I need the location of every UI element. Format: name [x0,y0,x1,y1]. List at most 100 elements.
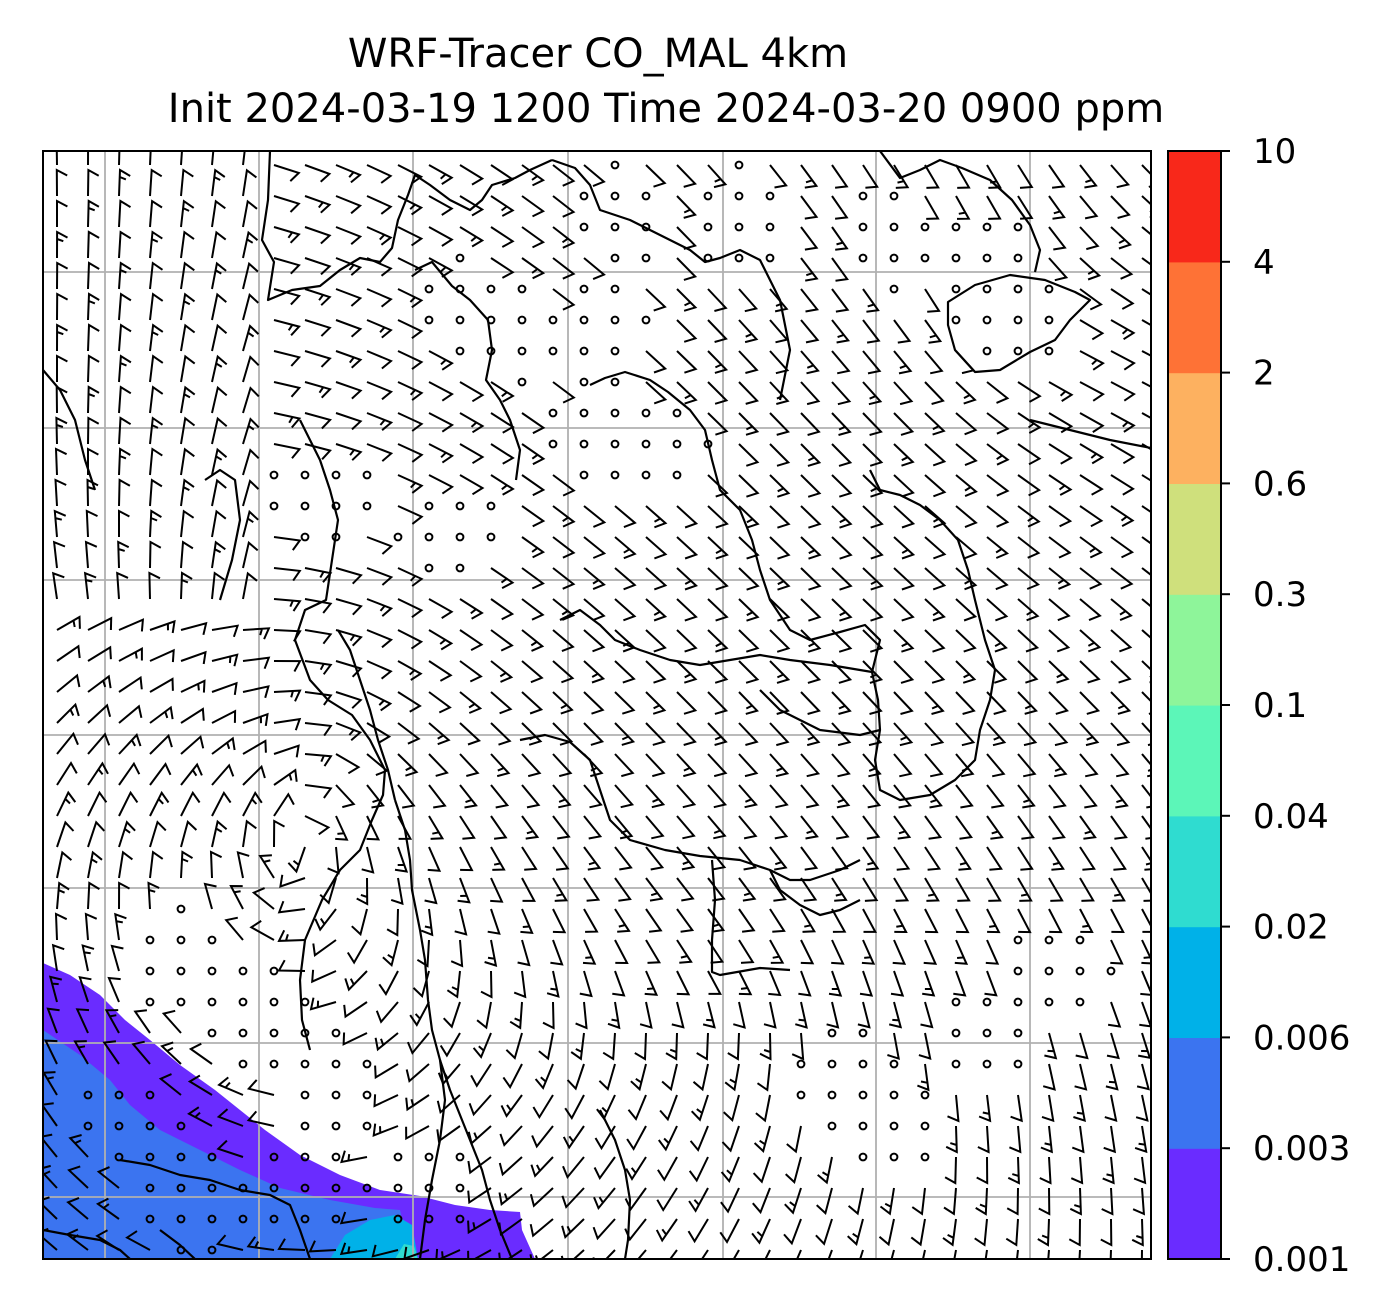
wind-barb [149,733,173,755]
calm-wind-marker [951,997,961,1007]
wind-barb [614,877,632,902]
wind-barb [893,536,916,560]
calm-wind-marker [1013,222,1023,232]
wind-barb [986,660,1008,684]
wind-barb [831,939,845,965]
wind-barb [249,920,275,941]
wind-barb [1141,598,1151,620]
wind-barb [428,164,454,185]
wind-barb [397,381,424,401]
wind-barb [752,1156,771,1184]
wind-barb [304,381,332,399]
wind-barb [304,164,332,183]
wind-barb [583,629,606,653]
coastline-segment [551,158,792,401]
wind-barb [759,1032,772,1061]
wind-barb [645,939,662,964]
wind-barb [499,1125,523,1147]
calm-wind-marker [300,1121,310,1131]
wind-barb [531,1125,554,1149]
wind-barb [304,753,333,767]
calm-wind-marker [610,470,620,480]
wind-barb [361,846,375,874]
wind-barb [1017,660,1039,684]
wind-barb [114,912,127,941]
wind-barb [800,443,822,467]
wind-barb [645,753,666,778]
wind-barb [242,685,270,699]
calm-wind-marker [176,935,186,945]
calm-wind-marker [858,1152,868,1162]
wind-barb [498,1218,523,1236]
wind-barb [1110,288,1135,310]
wind-barb [521,629,545,652]
wind-barb [428,660,453,682]
wind-barb [467,1125,492,1146]
calm-wind-marker [207,1245,217,1255]
wind-barb [707,381,729,405]
wind-barb [986,846,1003,871]
wind-barb [149,790,170,817]
wind-barb [211,199,226,228]
wind-barb [95,1197,120,1220]
calm-wind-marker [579,315,589,325]
wind-barb [273,660,302,672]
wind-barb [1110,908,1125,934]
wind-barb [397,474,424,494]
wind-barb [862,350,882,375]
wind-barb [529,1218,554,1238]
colorbar-swatch [1168,594,1221,706]
wind-barb [1141,753,1151,778]
wind-barb [397,257,424,278]
calm-wind-marker [517,377,527,387]
wind-barb [118,509,130,537]
wind-barb [180,323,196,352]
wind-barb [1017,846,1034,871]
wind-barb [800,660,822,684]
wind-barb [211,385,228,414]
wind-barb [521,753,542,778]
wind-barb [1110,691,1132,715]
wind-barb [530,1156,554,1178]
wind-barb [118,761,141,786]
calm-wind-marker [951,315,961,325]
calm-wind-marker [238,1028,248,1038]
calm-wind-marker [827,1090,837,1100]
wind-barb [211,151,215,166]
wind-barb [211,168,226,197]
wind-barb [831,474,853,498]
wind-barb [862,443,884,467]
wind-barb [467,1218,492,1235]
wind-barb [107,976,121,1003]
wind-barb [986,164,1002,189]
calm-wind-marker [1075,966,1085,976]
wind-barb [1141,226,1151,248]
calm-wind-marker [176,1183,186,1193]
wind-barb [490,443,515,465]
wind-barb [454,908,468,936]
calm-wind-marker [1075,997,1085,1007]
wind-barb [1039,1156,1052,1185]
calm-wind-marker [858,1090,868,1100]
wind-barb [862,412,883,436]
wind-barb [738,288,759,313]
coastline-segment [43,1228,131,1259]
wind-barb [707,970,722,995]
wind-barb [570,1032,585,1061]
wind-barb [645,288,667,312]
wind-barb [1110,505,1135,527]
wind-barb [446,970,461,999]
wind-barb [104,1009,120,1034]
wind-barb [459,164,485,186]
wind-barb [211,509,227,538]
wind-barb [304,815,331,836]
wind-barb [87,385,100,414]
wind-barb [374,1063,399,1080]
wind-barb [309,997,337,1011]
wind-barb [209,850,223,879]
wind-barb [335,443,363,461]
wind-barb [769,412,790,436]
wind-barb [769,505,791,529]
calm-wind-marker [269,1059,279,1069]
wind-barb [831,412,852,436]
